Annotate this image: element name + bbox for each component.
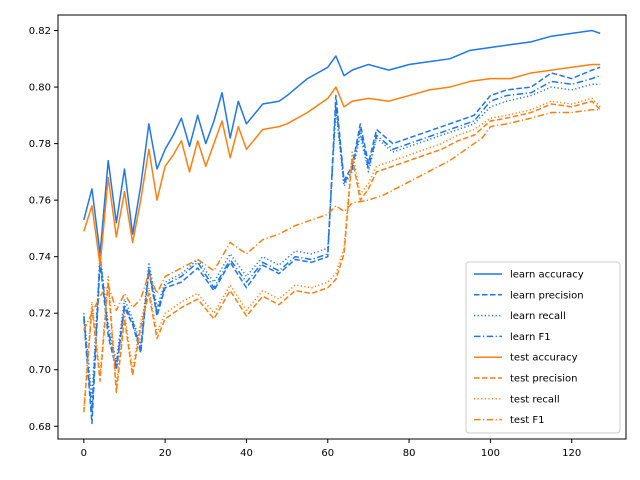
y-tick-label: 0.72 xyxy=(29,309,51,320)
y-axis: 0.68 0.70 0.72 0.74 0.76 0.78 0.80 0.82 xyxy=(29,26,58,433)
x-tick-label: 120 xyxy=(562,448,581,459)
y-tick-label: 0.68 xyxy=(29,422,51,433)
legend-entry: test accuracy xyxy=(510,353,578,364)
y-tick-label: 0.80 xyxy=(29,83,51,94)
legend-entry: learn accuracy xyxy=(510,270,584,281)
legend: learn accuracy learn precision learn recal… xyxy=(465,261,621,434)
plot-area xyxy=(83,29,601,425)
y-tick-label: 0.76 xyxy=(29,196,51,207)
y-tick-label: 0.74 xyxy=(29,252,51,263)
series-line-test-accuracy xyxy=(83,63,601,266)
axes-frame xyxy=(57,14,627,440)
legend-entry: learn F1 xyxy=(510,332,551,343)
legend-entry: test F1 xyxy=(510,415,545,426)
x-tick-label: 0 xyxy=(81,448,87,459)
legend-box xyxy=(465,261,621,434)
legend-entry: test recall xyxy=(510,394,560,405)
x-tick-label: 80 xyxy=(403,448,416,459)
series-line-test-precision xyxy=(83,100,601,413)
x-tick-label: 60 xyxy=(321,448,334,459)
y-tick-label: 0.70 xyxy=(29,365,51,376)
x-tick-label: 20 xyxy=(159,448,172,459)
series-line-test-recall xyxy=(83,97,601,410)
x-tick-label: 100 xyxy=(481,448,500,459)
series-line-test-F1 xyxy=(83,108,601,331)
x-axis: 0 20 40 60 80 100 120 xyxy=(81,439,581,459)
y-tick-label: 0.78 xyxy=(29,139,51,150)
legend-entry: learn precision xyxy=(510,290,584,301)
x-tick-label: 40 xyxy=(240,448,253,459)
legend-entry: test precision xyxy=(510,374,578,385)
legend-entry: learn recall xyxy=(510,311,566,322)
series-line-learn-recall xyxy=(83,83,601,399)
series-line-learn-F1 xyxy=(83,75,601,413)
y-tick-label: 0.82 xyxy=(29,26,51,37)
series-line-learn-accuracy xyxy=(83,29,601,255)
series-line-learn-precision xyxy=(83,66,601,425)
